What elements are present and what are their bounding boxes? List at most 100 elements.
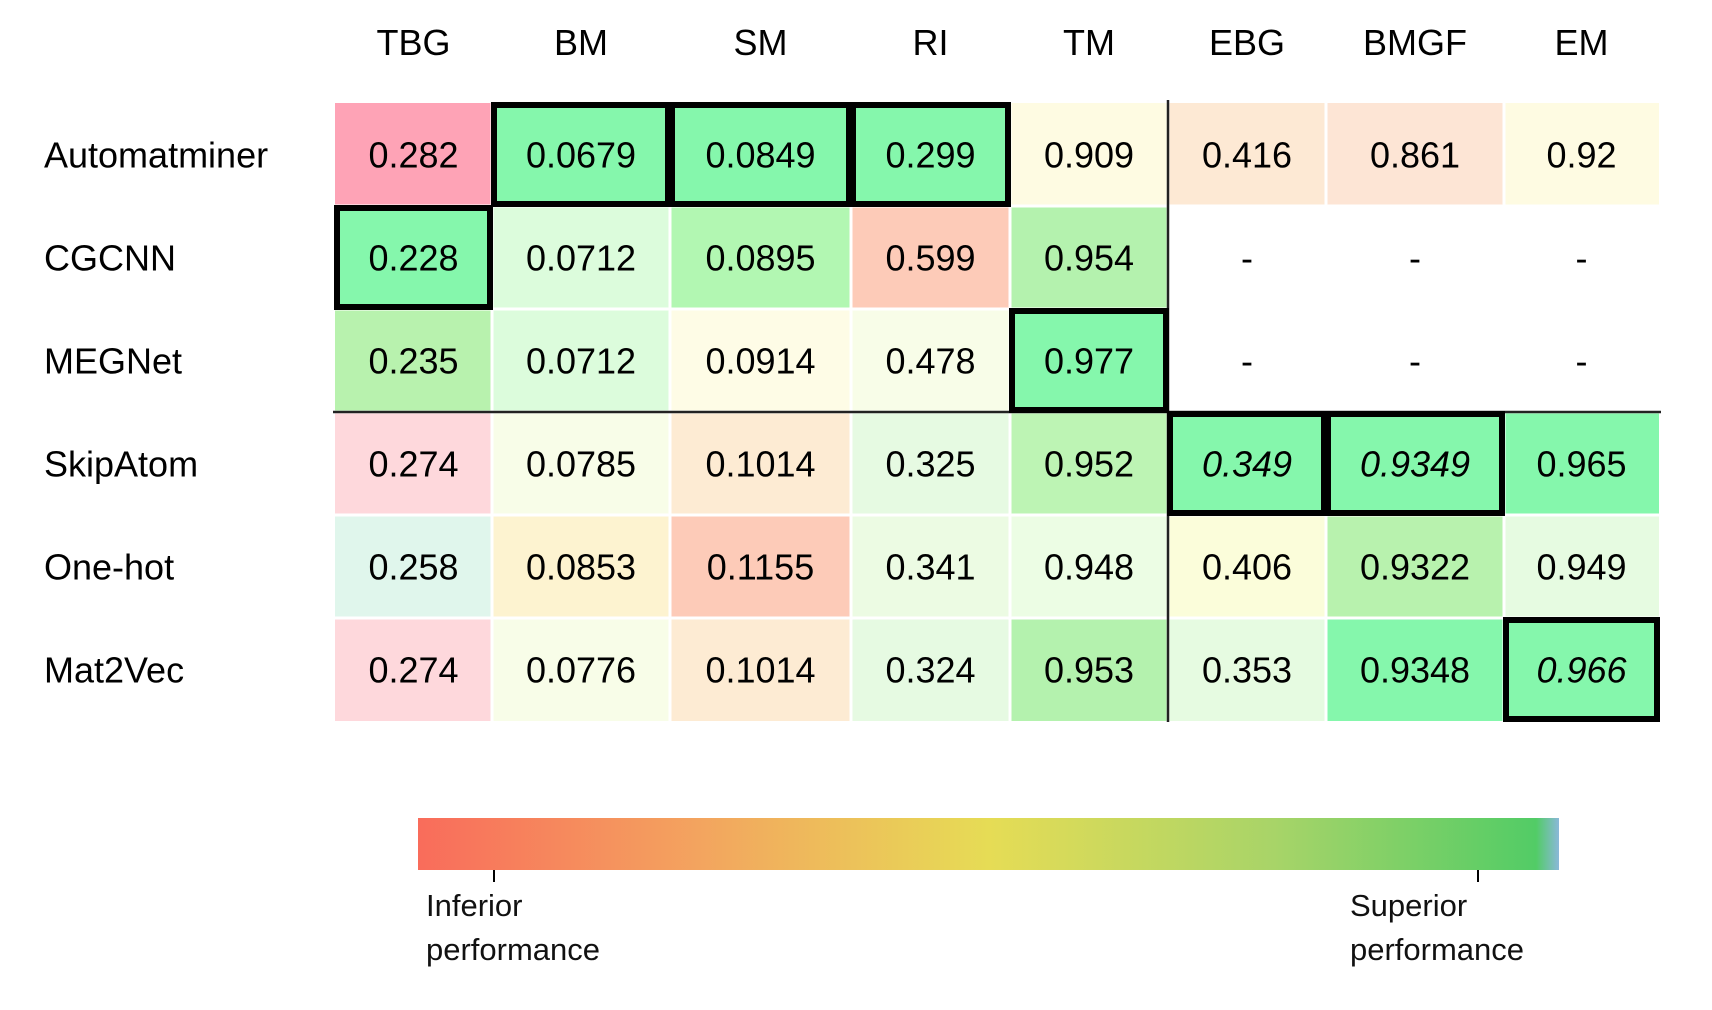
cell-megnet-ri	[852, 310, 1009, 411]
cell-cgcnn-em	[1505, 207, 1659, 308]
cell-value-mat2vec-bm: 0.0776	[526, 650, 636, 691]
column-header-ebg: EBG	[1209, 22, 1285, 63]
best-outline-automatminer-bm	[491, 102, 671, 207]
cell-value-megnet-ebg: -	[1241, 341, 1253, 382]
cell-value-megnet-ri: 0.478	[885, 341, 975, 382]
best-outline-mat2vec-em	[1503, 617, 1660, 722]
cell-megnet-sm	[671, 310, 850, 411]
cell-value-mat2vec-sm: 0.1014	[705, 650, 815, 691]
cell-one-hot-ebg	[1169, 516, 1325, 617]
cell-cgcnn-ri	[852, 207, 1009, 308]
cell-mat2vec-em	[1505, 619, 1659, 721]
column-header-em: EM	[1555, 22, 1609, 63]
cell-automatminer-bm	[493, 103, 669, 205]
cell-mat2vec-bm	[493, 619, 669, 721]
cell-value-automatminer-tm: 0.909	[1044, 135, 1134, 176]
cell-value-skipatom-tm: 0.952	[1044, 444, 1134, 485]
cell-value-megnet-bmgf: -	[1409, 341, 1421, 382]
cell-automatminer-bmgf	[1327, 103, 1503, 205]
cell-one-hot-ri	[852, 516, 1009, 617]
best-outline-skipatom-bmgf	[1325, 411, 1505, 516]
column-header-bmgf: BMGF	[1363, 22, 1467, 63]
cell-value-automatminer-em: 0.92	[1546, 135, 1616, 176]
cell-value-automatminer-tbg: 0.282	[368, 135, 458, 176]
legend-high-line1: Superior	[1350, 888, 1468, 923]
cell-value-skipatom-tbg: 0.274	[368, 444, 458, 485]
cell-automatminer-em	[1505, 103, 1659, 205]
cell-value-cgcnn-sm: 0.0895	[705, 238, 815, 279]
cell-skipatom-sm	[671, 413, 850, 514]
best-outline-automatminer-sm	[669, 102, 852, 207]
cell-value-one-hot-tbg: 0.258	[368, 547, 458, 588]
cell-value-mat2vec-tm: 0.953	[1044, 650, 1134, 691]
cell-automatminer-ri	[852, 103, 1009, 205]
legend-high-line2: performance	[1350, 932, 1525, 967]
best-highlights	[334, 102, 1660, 722]
column-header-bm: BM	[554, 22, 608, 63]
cell-one-hot-em	[1505, 516, 1659, 617]
cell-value-cgcnn-ri: 0.599	[885, 238, 975, 279]
row-label-cgcnn: CGCNN	[44, 238, 176, 279]
cell-value-cgcnn-em: -	[1576, 238, 1588, 279]
cell-value-cgcnn-tm: 0.954	[1044, 238, 1134, 279]
cell-value-one-hot-ri: 0.341	[885, 547, 975, 588]
cell-value-skipatom-ebg: 0.349	[1202, 444, 1292, 485]
column-header-tm: TM	[1063, 22, 1115, 63]
legend-tick-high	[1477, 870, 1479, 882]
row-label-mat2vec: Mat2Vec	[44, 650, 184, 691]
cell-megnet-ebg	[1169, 310, 1325, 411]
row-labels: Automatminer CGCNN MEGNet SkipAtom One-hot Ma…	[44, 135, 268, 691]
legend-low-label: Inferior performance	[426, 884, 600, 972]
cell-megnet-em	[1505, 310, 1659, 411]
cell-value-skipatom-ri: 0.325	[885, 444, 975, 485]
row-label-one-hot: One-hot	[44, 547, 174, 588]
cell-value-mat2vec-bmgf: 0.9348	[1360, 650, 1470, 691]
cell-value-megnet-bm: 0.0712	[526, 341, 636, 382]
cell-megnet-tm	[1011, 310, 1167, 411]
cell-skipatom-ri	[852, 413, 1009, 514]
cell-value-cgcnn-bmgf: -	[1409, 238, 1421, 279]
cell-value-mat2vec-ri: 0.324	[885, 650, 975, 691]
row-label-automatminer: Automatminer	[44, 135, 268, 176]
cell-megnet-bm	[493, 310, 669, 411]
cell-mat2vec-ri	[852, 619, 1009, 721]
cell-mat2vec-tbg	[335, 619, 491, 721]
legend-low-line1: Inferior	[426, 888, 523, 923]
cell-value-skipatom-bmgf: 0.9349	[1360, 444, 1470, 485]
cell-value-megnet-tm: 0.977	[1044, 341, 1134, 382]
cell-cgcnn-bm	[493, 207, 669, 308]
cell-mat2vec-sm	[671, 619, 850, 721]
row-label-skipatom: SkipAtom	[44, 444, 198, 485]
cell-cgcnn-tbg	[335, 207, 491, 308]
cell-value-megnet-tbg: 0.235	[368, 341, 458, 382]
cell-value-cgcnn-ebg: -	[1241, 238, 1253, 279]
cell-value-one-hot-tm: 0.948	[1044, 547, 1134, 588]
legend-color-bar	[418, 818, 1559, 870]
best-outline-skipatom-ebg	[1167, 411, 1327, 516]
cell-skipatom-tbg	[335, 413, 491, 514]
cell-value-one-hot-ebg: 0.406	[1202, 547, 1292, 588]
cell-value-megnet-sm: 0.0914	[705, 341, 815, 382]
cell-value-one-hot-sm: 0.1155	[707, 547, 814, 588]
cell-value-mat2vec-ebg: 0.353	[1202, 650, 1292, 691]
cell-value-mat2vec-em: 0.966	[1536, 650, 1627, 691]
cell-megnet-bmgf	[1327, 310, 1503, 411]
legend-high-label: Superior performance	[1350, 884, 1524, 972]
cell-megnet-tbg	[335, 310, 491, 411]
cell-value-cgcnn-tbg: 0.228	[368, 238, 458, 279]
cell-value-megnet-em: -	[1576, 341, 1588, 382]
cell-automatminer-tm	[1011, 103, 1167, 205]
cell-value-one-hot-bm: 0.0853	[526, 547, 636, 588]
column-headers: TBG BM SM RI TM EBG BMGF EM	[376, 22, 1608, 63]
cell-mat2vec-tm	[1011, 619, 1167, 721]
cell-mat2vec-bmgf	[1327, 619, 1503, 721]
cell-one-hot-bm	[493, 516, 669, 617]
column-header-ri: RI	[913, 22, 949, 63]
heatmap-cells: 0.282 0.0679 0.0849 0.299 0.909 0.416 0.861 0.9…	[335, 103, 1659, 721]
cell-value-automatminer-ebg: 0.416	[1202, 135, 1292, 176]
cell-cgcnn-sm	[671, 207, 850, 308]
legend-low-line2: performance	[426, 932, 601, 967]
cell-value-automatminer-ri: 0.299	[885, 135, 975, 176]
cell-automatminer-sm	[671, 103, 850, 205]
